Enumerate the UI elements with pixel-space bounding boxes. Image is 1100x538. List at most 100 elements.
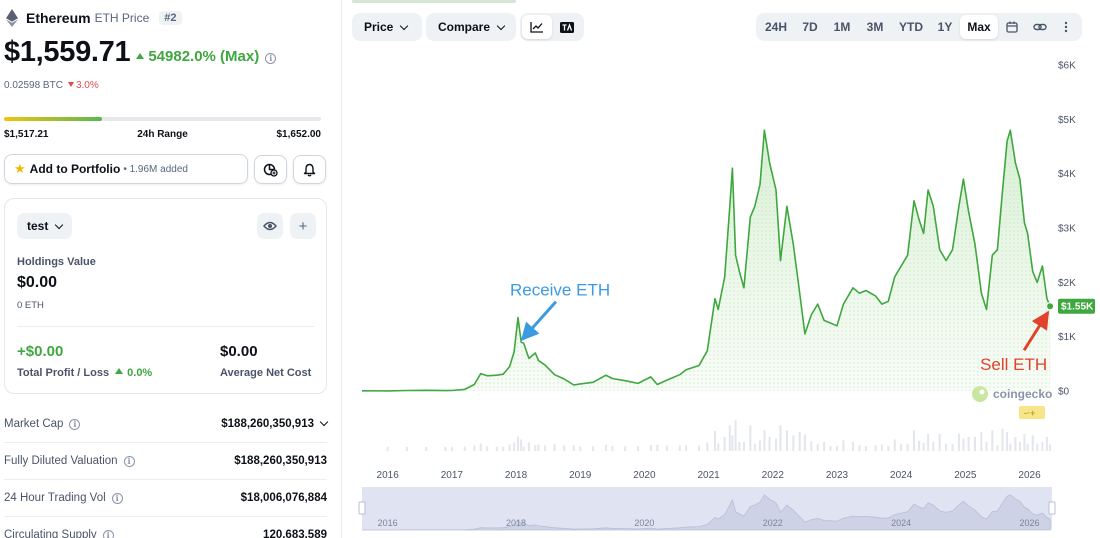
x-tick-label: 2024 bbox=[890, 470, 913, 481]
info-icon[interactable]: i bbox=[123, 455, 135, 467]
compare-dropdown[interactable]: Compare bbox=[426, 13, 516, 41]
stat-circulating-supply: Circulating Supply i 120,683,589 bbox=[4, 517, 327, 538]
left-panel: Ethereum ETH Price #2 $1,559.71 54982.0%… bbox=[0, 0, 338, 538]
volume-bar bbox=[508, 444, 511, 451]
volume-bar bbox=[553, 444, 556, 451]
info-icon[interactable]: i bbox=[69, 418, 81, 430]
x-tick-label: 2016 bbox=[377, 470, 400, 481]
y-tick-label: $2K bbox=[1058, 278, 1076, 289]
volume-bar bbox=[957, 433, 960, 451]
volume-bar bbox=[717, 443, 720, 451]
range-1m-button[interactable]: 1M bbox=[833, 20, 851, 34]
price-chart[interactable]: $6K $5K $4K $3K $2K $1K $0 $1.55K 2016 2017 2018… bbox=[345, 46, 1100, 536]
price-change-value: 54982.0% (Max) bbox=[148, 48, 260, 65]
profit-label: Total Profit / Loss bbox=[17, 367, 110, 379]
portfolio-chart-button[interactable] bbox=[254, 155, 287, 184]
volume-bar bbox=[637, 446, 639, 451]
range-ytd-button[interactable]: YTD bbox=[899, 20, 923, 34]
y-axis-ticks: $6K $5K $4K $3K $2K $1K $0 bbox=[1058, 61, 1076, 398]
volume-bar bbox=[516, 436, 519, 451]
x-tick-label: 2021 bbox=[697, 470, 720, 481]
volume-bar bbox=[763, 430, 766, 451]
tradingview-button[interactable] bbox=[552, 15, 582, 39]
line-chart-button[interactable] bbox=[522, 15, 552, 39]
portfolio-dropdown[interactable]: test bbox=[17, 213, 73, 239]
portfolio-card: test + Holdings Value $0.00 0 ETH +$0.00… bbox=[4, 198, 327, 394]
stat-label: 24 Hour Trading Vol i bbox=[4, 492, 123, 504]
volume-bar bbox=[444, 446, 447, 451]
volume-bar bbox=[665, 445, 668, 451]
holdings-amount: 0 ETH bbox=[17, 300, 44, 311]
volume-bar bbox=[649, 445, 652, 451]
navigator-right-handle[interactable] bbox=[1048, 501, 1056, 515]
more-options-button[interactable] bbox=[1054, 15, 1078, 39]
price-change: 54982.0% (Max) bbox=[136, 48, 259, 65]
volume-bar bbox=[723, 437, 726, 451]
compare-dropdown-label: Compare bbox=[438, 20, 491, 34]
btc-change: 3.0% bbox=[67, 80, 99, 91]
volume-bar bbox=[874, 445, 877, 451]
range-3m-button[interactable]: 3M bbox=[866, 20, 884, 34]
stat-label-text: 24 Hour Trading Vol bbox=[4, 492, 106, 504]
watermark-text: coingecko bbox=[993, 387, 1052, 401]
volume-bar bbox=[792, 435, 795, 451]
volume-bar bbox=[543, 445, 546, 451]
range-7d-button[interactable]: 7D bbox=[802, 20, 818, 34]
volume-bars bbox=[386, 420, 1052, 451]
volume-bar bbox=[624, 446, 627, 451]
x-tick-label: 2020 bbox=[633, 470, 656, 481]
stat-label: Market Cap i bbox=[4, 418, 81, 430]
volume-bar bbox=[450, 446, 453, 451]
line-chart-icon bbox=[530, 22, 543, 33]
portfolio-dropdown-label: test bbox=[27, 219, 49, 233]
volume-bar bbox=[527, 442, 530, 451]
range-labels: $1,517.21 24h Range $1,652.00 bbox=[4, 129, 321, 140]
volume-bar bbox=[858, 445, 861, 451]
add-transaction-button[interactable]: + bbox=[290, 213, 316, 239]
stat-value: $18,006,076,884 bbox=[240, 492, 327, 504]
info-icon[interactable]: i bbox=[111, 492, 123, 504]
holdings-value: $0.00 bbox=[17, 274, 58, 291]
volume-bar bbox=[425, 446, 428, 451]
toggle-visibility-button[interactable] bbox=[257, 213, 283, 239]
volume-bar bbox=[1036, 443, 1039, 451]
navigator-left-handle[interactable] bbox=[358, 501, 366, 515]
add-to-portfolio-button[interactable]: ★ Add to Portfolio • 1.96M added bbox=[4, 154, 248, 184]
stat-label: Circulating Supply i bbox=[4, 529, 114, 538]
y-tick-label: $0 bbox=[1058, 387, 1070, 398]
date-picker-button[interactable] bbox=[998, 15, 1026, 39]
volume-bar bbox=[927, 433, 930, 451]
profit-value: +$0.00 bbox=[17, 343, 64, 360]
eye-icon bbox=[263, 221, 277, 231]
navigator-tick-label: 2020 bbox=[634, 518, 654, 528]
rank-badge: #2 bbox=[159, 11, 182, 25]
volume-bar bbox=[734, 420, 737, 451]
info-icon[interactable]: i bbox=[102, 529, 114, 538]
price-alert-button[interactable] bbox=[293, 155, 326, 184]
volume-bar bbox=[918, 441, 921, 451]
svg-text:-·+: -·+ bbox=[1024, 408, 1035, 418]
volume-bar bbox=[685, 445, 688, 451]
price-dropdown[interactable]: Price bbox=[352, 13, 422, 41]
range-1y-button[interactable]: 1Y bbox=[937, 20, 953, 34]
range-max-button[interactable]: Max bbox=[960, 15, 998, 39]
portfolio-label: Add to Portfolio bbox=[29, 162, 121, 176]
range-24h-button[interactable]: 24H bbox=[764, 20, 787, 34]
btc-price-row: 0.02598 BTC 3.0% bbox=[4, 80, 99, 91]
volume-bar bbox=[520, 439, 523, 451]
net-cost-value: $0.00 bbox=[220, 343, 258, 360]
volume-bar bbox=[513, 442, 516, 451]
tradingview-icon bbox=[560, 21, 574, 33]
volume-bar bbox=[810, 441, 813, 451]
volume-bar bbox=[495, 446, 498, 451]
share-link-button[interactable] bbox=[1026, 15, 1054, 39]
info-icon[interactable]: i bbox=[265, 53, 277, 64]
portfolio-count: • 1.96M added bbox=[123, 163, 188, 175]
volume-bar bbox=[1041, 442, 1044, 451]
ethereum-logo-icon bbox=[6, 9, 18, 27]
stat-value[interactable]: $188,260,350,913 bbox=[221, 417, 329, 430]
volume-bar bbox=[753, 443, 756, 451]
range-bar-fill bbox=[4, 117, 103, 121]
stats-list: Market Cap i $188,260,350,913 Fully Dilut… bbox=[4, 406, 329, 538]
volume-bar bbox=[706, 442, 709, 451]
